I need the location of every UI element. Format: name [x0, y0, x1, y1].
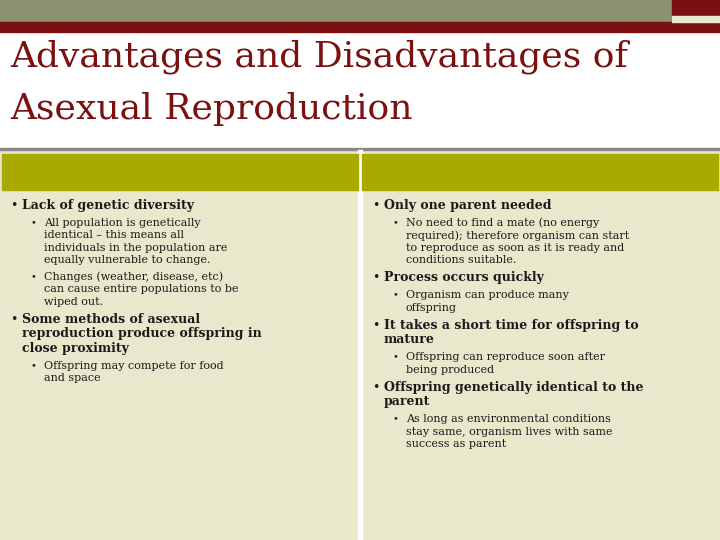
Text: No need to find a mate (no energy: No need to find a mate (no energy — [406, 218, 599, 228]
Text: Offspring genetically identical to the: Offspring genetically identical to the — [384, 381, 644, 394]
Text: wiped out.: wiped out. — [44, 297, 103, 307]
Text: •: • — [30, 218, 36, 227]
Text: Changes (weather, disease, etc): Changes (weather, disease, etc) — [44, 272, 223, 282]
Text: •: • — [372, 271, 379, 284]
Bar — [0, 0, 672, 22]
Text: •: • — [392, 353, 398, 362]
Text: Disadvantages: Disadvantages — [12, 163, 158, 181]
Text: Only one parent needed: Only one parent needed — [384, 199, 552, 212]
Text: being produced: being produced — [406, 364, 494, 375]
Text: •: • — [372, 381, 379, 394]
Text: •: • — [392, 218, 398, 227]
Text: Asexual Reproduction: Asexual Reproduction — [10, 92, 413, 126]
Text: Advantages: Advantages — [372, 163, 488, 181]
Text: equally vulnerable to change.: equally vulnerable to change. — [44, 255, 210, 265]
Text: •: • — [10, 199, 17, 212]
Bar — [358, 150, 362, 540]
Text: All population is genetically: All population is genetically — [44, 218, 201, 228]
Text: offspring: offspring — [406, 303, 457, 313]
Text: mature: mature — [384, 333, 435, 346]
Text: close proximity: close proximity — [22, 342, 129, 355]
Text: and space: and space — [44, 373, 101, 383]
Text: conditions suitable.: conditions suitable. — [406, 255, 516, 265]
Text: •: • — [30, 272, 36, 281]
Bar — [0, 150, 358, 540]
Text: It takes a short time for offspring to: It takes a short time for offspring to — [384, 319, 639, 332]
Bar — [672, 0, 720, 22]
Text: success as parent: success as parent — [406, 439, 506, 449]
Text: stay same, organism lives with same: stay same, organism lives with same — [406, 427, 613, 437]
Text: reproduction produce offspring in: reproduction produce offspring in — [22, 327, 262, 340]
Text: Process occurs quickly: Process occurs quickly — [384, 271, 544, 284]
Text: Lack of genetic diversity: Lack of genetic diversity — [22, 199, 194, 212]
Text: •: • — [372, 319, 379, 332]
Bar — [362, 154, 718, 190]
Text: to reproduce as soon as it is ready and: to reproduce as soon as it is ready and — [406, 243, 624, 253]
Text: •: • — [30, 361, 36, 370]
Text: •: • — [392, 291, 398, 300]
Text: As long as environmental conditions: As long as environmental conditions — [406, 414, 611, 424]
Bar — [672, 16, 720, 22]
Text: •: • — [10, 313, 17, 326]
Text: parent: parent — [384, 395, 431, 408]
Text: Some methods of asexual: Some methods of asexual — [22, 313, 200, 326]
Text: can cause entire populations to be: can cause entire populations to be — [44, 284, 238, 294]
Text: identical – this means all: identical – this means all — [44, 230, 184, 240]
Bar — [362, 150, 720, 540]
Bar — [0, 148, 720, 150]
Bar — [2, 154, 358, 190]
Text: Advantages and Disadvantages of: Advantages and Disadvantages of — [10, 40, 628, 75]
Text: Organism can produce many: Organism can produce many — [406, 291, 569, 300]
Text: •: • — [372, 199, 379, 212]
Text: •: • — [392, 415, 398, 424]
Text: individuals in the population are: individuals in the population are — [44, 243, 228, 253]
Bar — [0, 22, 720, 32]
Text: required); therefore organism can start: required); therefore organism can start — [406, 230, 629, 240]
Text: Offspring may compete for food: Offspring may compete for food — [44, 361, 224, 371]
Text: Offspring can reproduce soon after: Offspring can reproduce soon after — [406, 352, 605, 362]
